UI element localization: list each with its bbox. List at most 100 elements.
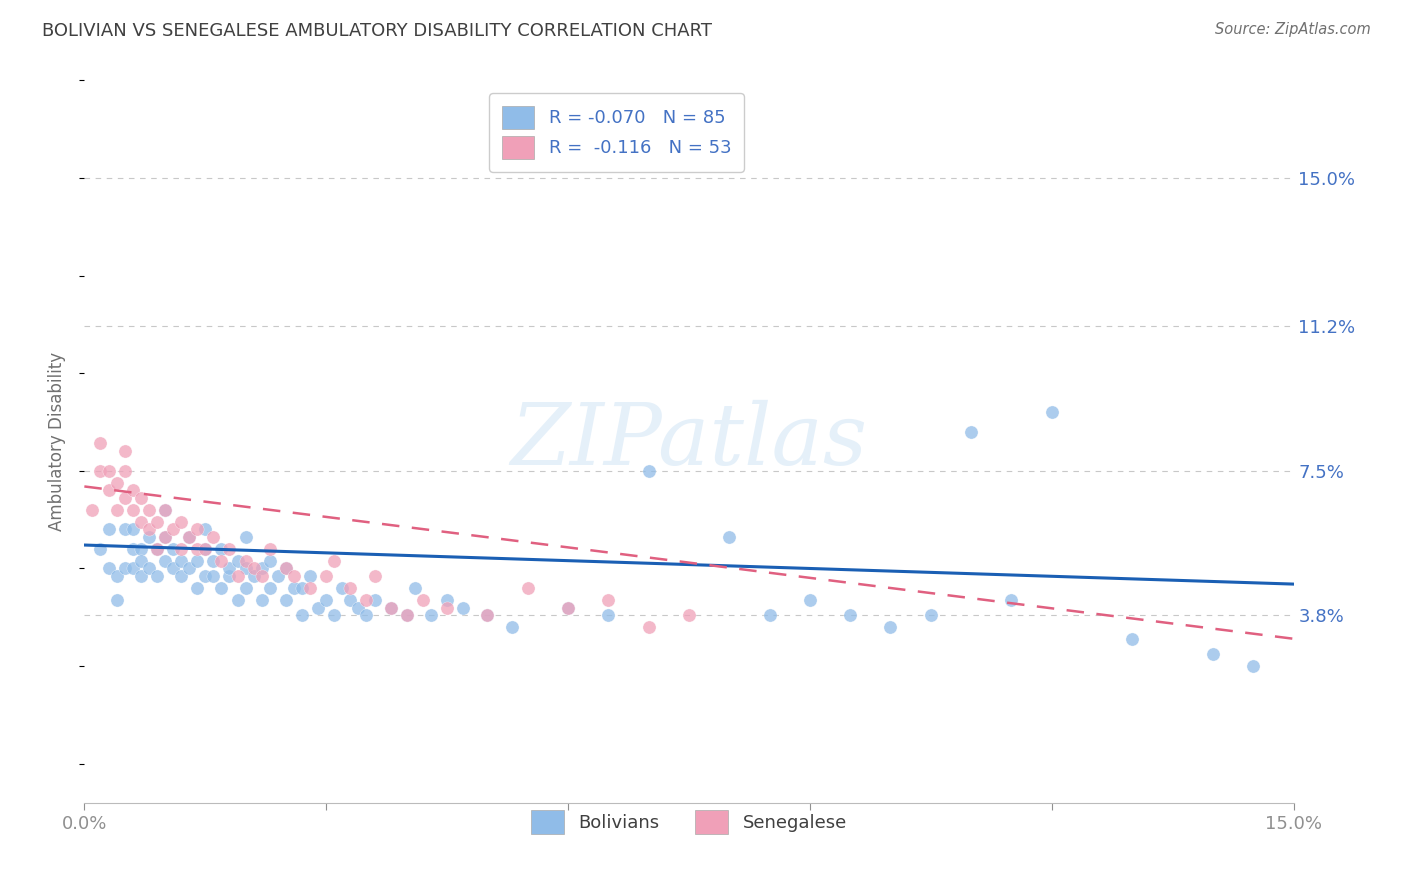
Point xyxy=(89,464,111,478)
Point xyxy=(218,569,240,583)
Point xyxy=(274,561,297,575)
Point xyxy=(186,541,208,556)
Point xyxy=(162,561,184,575)
Text: ZIPatlas: ZIPatlas xyxy=(510,401,868,483)
Point xyxy=(274,592,297,607)
Point xyxy=(516,581,538,595)
Point xyxy=(235,530,257,544)
Point xyxy=(235,554,257,568)
Point xyxy=(186,523,208,537)
Point xyxy=(339,592,361,607)
Point xyxy=(105,592,128,607)
Point xyxy=(121,561,143,575)
Point xyxy=(307,600,329,615)
Point xyxy=(436,600,458,615)
Point xyxy=(89,541,111,556)
Point xyxy=(226,592,249,607)
Point xyxy=(259,541,281,556)
Point xyxy=(114,561,136,575)
Point xyxy=(129,541,152,556)
Point xyxy=(501,620,523,634)
Point xyxy=(209,581,232,595)
Point xyxy=(153,503,176,517)
Point xyxy=(194,541,217,556)
Y-axis label: Ambulatory Disability: Ambulatory Disability xyxy=(48,352,66,531)
Point xyxy=(146,541,169,556)
Point xyxy=(242,569,264,583)
Point xyxy=(105,475,128,490)
Point xyxy=(146,515,169,529)
Point xyxy=(138,561,160,575)
Point xyxy=(637,464,659,478)
Point xyxy=(209,541,232,556)
Point xyxy=(363,569,385,583)
Point xyxy=(226,569,249,583)
Point xyxy=(97,464,120,478)
Point xyxy=(129,515,152,529)
Point xyxy=(598,608,620,623)
Point xyxy=(114,523,136,537)
Point xyxy=(179,530,201,544)
Point xyxy=(202,530,225,544)
Point xyxy=(226,554,249,568)
Legend: Bolivians, Senegalese: Bolivians, Senegalese xyxy=(524,803,853,841)
Point xyxy=(637,620,659,634)
Point xyxy=(170,554,193,568)
Point xyxy=(179,530,201,544)
Point xyxy=(315,569,337,583)
Point xyxy=(879,620,901,634)
Point xyxy=(678,608,700,623)
Point xyxy=(97,561,120,575)
Text: BOLIVIAN VS SENEGALESE AMBULATORY DISABILITY CORRELATION CHART: BOLIVIAN VS SENEGALESE AMBULATORY DISABI… xyxy=(42,22,713,40)
Point xyxy=(153,530,176,544)
Point xyxy=(218,541,240,556)
Point xyxy=(283,569,305,583)
Point xyxy=(121,503,143,517)
Point xyxy=(121,541,143,556)
Point xyxy=(960,425,983,439)
Point xyxy=(89,436,111,450)
Point xyxy=(105,569,128,583)
Point xyxy=(1040,405,1063,419)
Point xyxy=(451,600,474,615)
Point xyxy=(114,444,136,458)
Point xyxy=(356,592,378,607)
Point xyxy=(186,581,208,595)
Point xyxy=(420,608,443,623)
Point xyxy=(436,592,458,607)
Point xyxy=(380,600,402,615)
Point xyxy=(259,581,281,595)
Point xyxy=(799,592,821,607)
Point xyxy=(395,608,418,623)
Point xyxy=(194,569,217,583)
Point xyxy=(356,608,378,623)
Point xyxy=(259,554,281,568)
Point xyxy=(404,581,426,595)
Point xyxy=(194,541,217,556)
Point xyxy=(315,592,337,607)
Point xyxy=(477,608,499,623)
Point xyxy=(347,600,370,615)
Point xyxy=(202,569,225,583)
Point xyxy=(138,530,160,544)
Point xyxy=(114,464,136,478)
Point xyxy=(283,581,305,595)
Point xyxy=(339,581,361,595)
Point xyxy=(97,483,120,498)
Point xyxy=(209,554,232,568)
Point xyxy=(250,569,273,583)
Point xyxy=(291,608,314,623)
Point xyxy=(718,530,741,544)
Point xyxy=(121,523,143,537)
Point xyxy=(323,608,346,623)
Text: Source: ZipAtlas.com: Source: ZipAtlas.com xyxy=(1215,22,1371,37)
Point xyxy=(477,608,499,623)
Point xyxy=(194,523,217,537)
Point xyxy=(179,561,201,575)
Point xyxy=(153,503,176,517)
Point xyxy=(129,569,152,583)
Point xyxy=(242,561,264,575)
Point xyxy=(598,592,620,607)
Point xyxy=(138,503,160,517)
Point xyxy=(758,608,780,623)
